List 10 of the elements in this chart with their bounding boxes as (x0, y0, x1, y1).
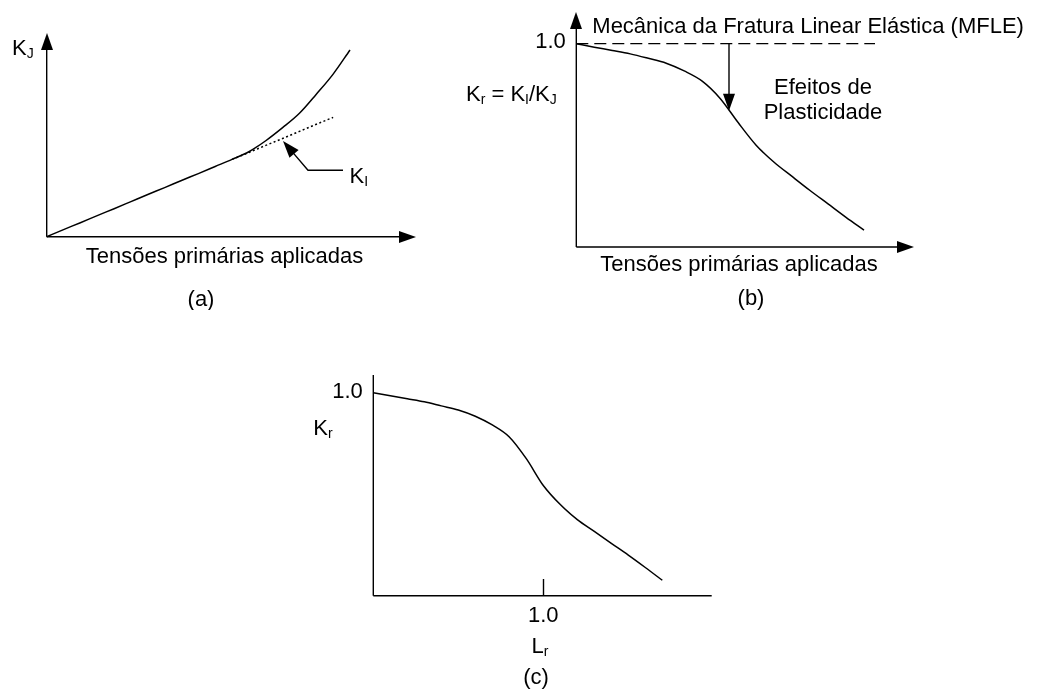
text: (a) (187, 286, 215, 311)
ref-line-label: Mecânica da Fratura Linear Elástica (MFLE) (592, 13, 1024, 39)
text: 1.0 (332, 378, 363, 404)
text: (c) (523, 664, 549, 689)
x-axis-title: Tensões primárias aplicadas (600, 251, 878, 277)
text: 1.0 (535, 28, 566, 53)
x-axis-title: Tensões primárias aplicadas (85, 242, 364, 268)
text: 1.0 (528, 601, 559, 627)
text: (b) (737, 285, 765, 310)
annotation: Efeitos de Plasticidade (763, 73, 883, 124)
